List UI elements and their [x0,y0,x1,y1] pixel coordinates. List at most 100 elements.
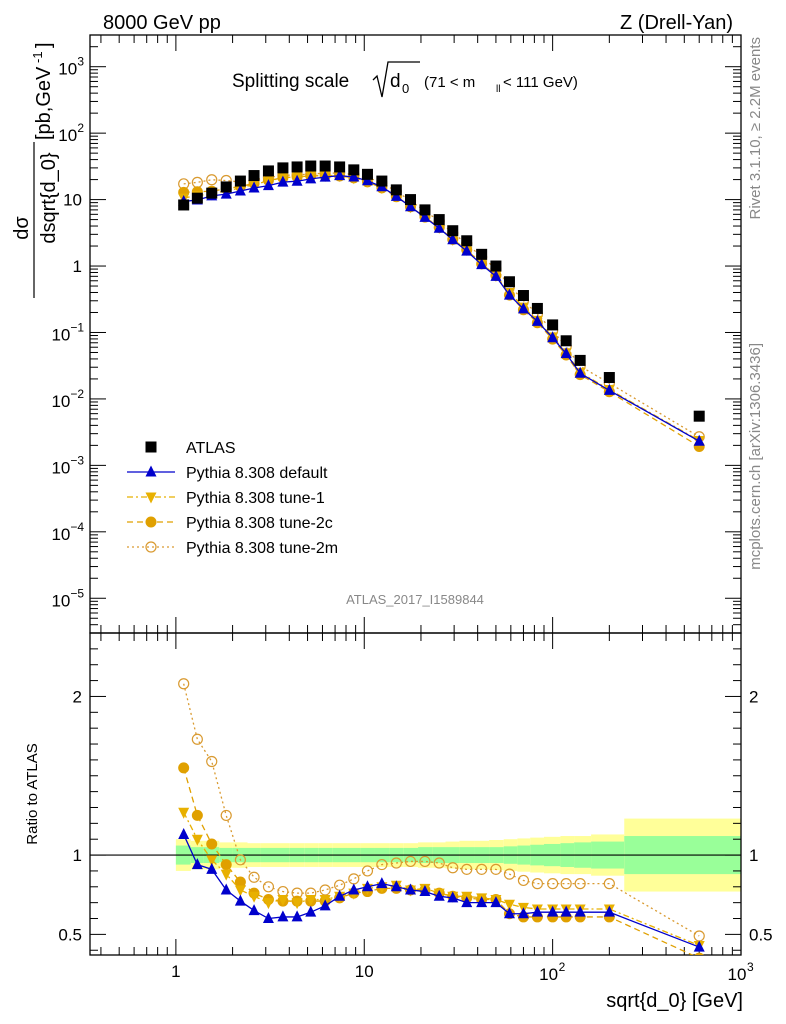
series-tune1-ratio-point [191,834,203,846]
ratio-plot-panel: 1 10 10 2 10 32 21 10.5 0.5 [58,632,773,984]
data-point [191,192,203,204]
legend-marker [145,492,157,504]
y-tick-label: −510 [51,586,84,610]
data-point [603,372,615,384]
ratio-y-tick-label: 2 [73,687,82,706]
data-point [447,225,459,237]
data-point [206,187,218,199]
series-default-ratio-point [603,905,615,917]
plot-title-main: Splitting scale [232,71,349,92]
y-tick-label: 10 [63,191,82,210]
y-axis-title: dσ dsqrt{d_0} [pb,GeV -1 ] [11,42,60,298]
series-tune2c-ratio-point [191,809,203,821]
y-tick-label-base: 10 [51,525,70,544]
data-point [490,260,502,272]
series-tune2m-ratio-point [447,862,459,874]
legend-marker [145,441,157,453]
series-default-ratio-point [574,905,586,917]
series-default-ratio-point [390,880,402,892]
series-tune2m-ratio-point [234,854,246,866]
series-default-ratio-point [547,905,559,917]
y-tick-label-exp: −2 [70,387,84,401]
series-default-point [277,175,289,187]
x-tick-label-base: 10 [728,965,747,984]
ratio-y-tick-label: 0.5 [58,925,82,944]
y-tick-label-exp: −4 [70,520,84,534]
series-default-point [461,244,473,256]
ratio-y-axis-title: Ratio to ATLAS [24,743,41,844]
series-tune2m-ratio-point [531,878,543,890]
legend-marker [145,465,157,477]
plot-title-sqrt-arg: d [390,71,401,92]
series-tune1-ratio-point [262,898,274,910]
series-default-point [574,366,586,378]
series-tune2m-ratio-point [319,884,331,896]
series-default-point [419,210,431,222]
series-default-ratio-point [191,858,203,870]
series-default-ratio-point [531,905,543,917]
series-tune1-ratio-line [183,811,700,947]
legend-marker [145,516,157,528]
y-tick-label: 310 [58,55,84,79]
series-default-point [305,172,317,184]
series-tune2m-ratio-point [361,865,374,877]
series-tune2m-ratio-point [191,733,203,745]
series-tune1-ratio-point [248,891,260,903]
y-axis-title-units: [pb,GeV [33,66,55,140]
y-tick-label: 1 [73,257,82,276]
x-tick-label: 1 [171,962,180,981]
series-default-ratio-point [319,899,331,911]
x-tick-label: 10 2 [539,960,565,984]
series-default-point [319,170,331,182]
y-axis-title-denominator: dsqrt{d_0} [38,152,60,244]
series-tune2c-ratio-point [234,876,246,888]
series-default-point [476,258,488,270]
series-tune1-ratio-point [178,807,190,819]
x-tick-label-exp: 2 [559,960,566,974]
series-default-point [220,187,232,199]
series-tune1-ratio-point [277,894,289,906]
series-default-ratio-point [405,883,417,895]
data-point [334,161,346,173]
legend-entry-tune1: Pythia 8.308 tune-1 [127,490,325,507]
series-tune2m-point [206,174,218,186]
ratio-y-tick-labels: 2 2 1 1 0.5 0.5 [58,687,772,944]
legend-label: Pythia 8.308 tune-2c [186,515,333,532]
plot-title-sqrt-sub: 0 [402,81,409,96]
series-tune2m-ratio-point [574,878,586,890]
series-default-ratio-point [305,905,317,917]
series-tune1-ratio-point [305,894,317,906]
y-tick-label: 210 [58,121,84,145]
data-point [220,181,232,193]
data-point [405,194,417,206]
data-point [248,170,260,182]
ratio-plot-frame [89,632,742,956]
legend-label: Pythia 8.308 tune-1 [186,490,325,507]
ratio-y-tick-label-right: 2 [749,687,758,706]
series-default-ratio-point [693,940,705,952]
series-default-point [560,347,572,359]
x-tick-label: 10 3 [728,960,754,984]
data-point [503,276,515,288]
series-default-ratio-point [206,862,218,874]
series-tune2c-ratio-point [220,859,232,871]
series-default-ratio-point [433,889,445,901]
series-default-ratio-point [490,896,502,908]
series-default-ratio-point [461,896,473,908]
legend-entry-tune2c: Pythia 8.308 tune-2c [127,515,333,532]
x-tick-label-base: 10 [539,965,558,984]
series-default-ratio-point [262,912,274,924]
data-point [376,175,388,187]
series-default-point [433,221,445,233]
y-axis-title-units-close: ] [33,42,55,48]
series-tune2m-ratio-point [517,874,530,887]
data-point [531,302,543,314]
data-point [693,410,705,422]
x-tick-label-exp: 3 [747,960,754,974]
y-tick-label-base: 10 [51,458,70,477]
series-default-point [693,434,705,446]
legend-entry-default: Pythia 8.308 default [127,465,328,482]
y-tick-label-base: 10 [51,392,70,411]
y-axis-title-units-sup: -1 [30,51,45,63]
